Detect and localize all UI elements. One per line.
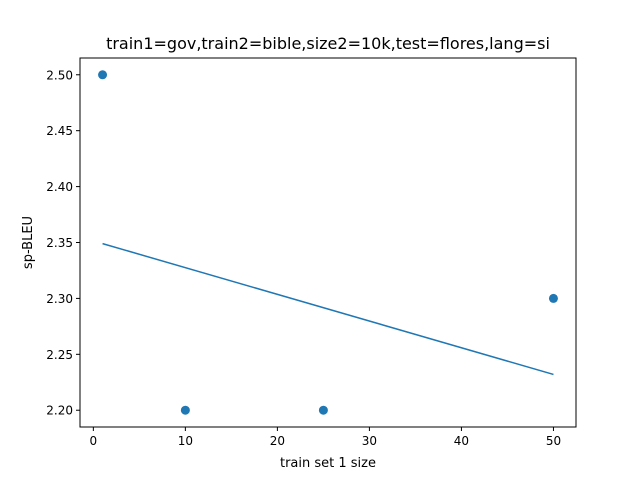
x-axis-label: train set 1 size xyxy=(280,456,376,471)
y-tick-label: 2.35 xyxy=(46,236,73,250)
chart-title: train1=gov,train2=bible,size2=10k,test=f… xyxy=(106,34,550,53)
scatter-point xyxy=(318,405,328,415)
scatter-point xyxy=(548,293,558,303)
y-tick-label: 2.45 xyxy=(46,124,73,138)
plot-area xyxy=(98,70,558,415)
y-tick-label: 2.25 xyxy=(46,348,73,362)
y-tick-label: 2.20 xyxy=(46,404,73,418)
x-tick-label: 30 xyxy=(362,434,377,448)
y-tick-label: 2.30 xyxy=(46,292,73,306)
trend-line xyxy=(102,242,554,376)
y-axis: 2.20 2.25 2.30 2.35 2.40 2.45 2.50 xyxy=(46,68,80,418)
x-tick-label: 50 xyxy=(546,434,561,448)
y-tick-label: 2.40 xyxy=(46,180,73,194)
x-tick-label: 40 xyxy=(454,434,469,448)
y-axis-label: sp-BLEU xyxy=(21,216,36,269)
x-axis: 0 10 20 30 40 50 xyxy=(90,427,561,448)
x-tick-label: 20 xyxy=(270,434,285,448)
x-tick-label: 10 xyxy=(178,434,193,448)
scatter-point xyxy=(98,70,108,80)
axes-frame xyxy=(79,57,577,428)
y-tick-label: 2.50 xyxy=(46,68,73,82)
x-tick-label: 0 xyxy=(90,434,98,448)
scatter-point xyxy=(180,405,190,415)
